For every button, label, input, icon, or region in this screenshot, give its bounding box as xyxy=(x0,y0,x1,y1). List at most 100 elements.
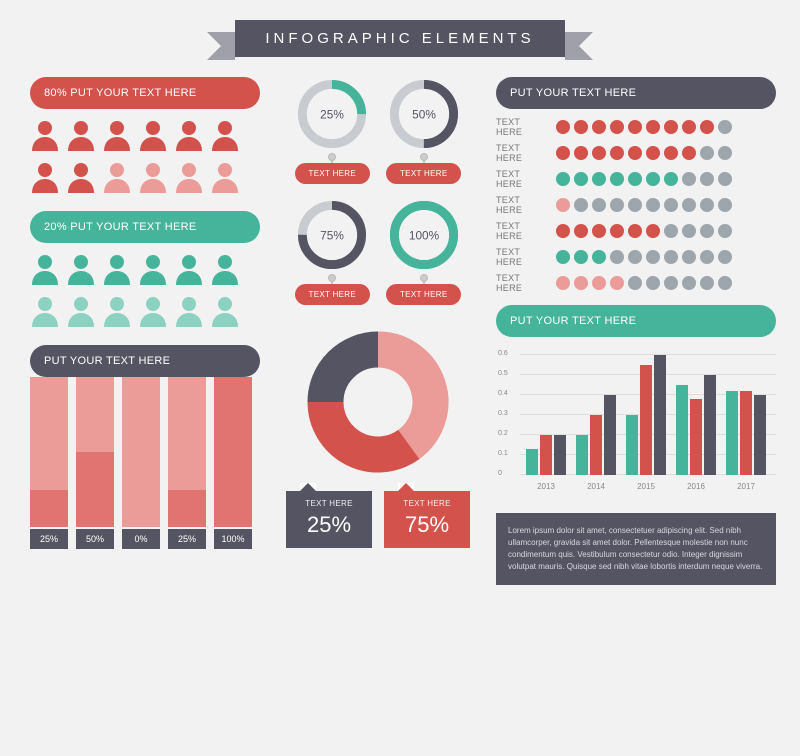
dot xyxy=(718,146,732,160)
dot xyxy=(574,198,588,212)
person-icon xyxy=(174,295,204,327)
dot xyxy=(574,172,588,186)
grouped-bar xyxy=(526,449,538,475)
dot-row: TEXT HERE xyxy=(496,247,776,267)
people-row xyxy=(30,119,260,151)
dot xyxy=(664,250,678,264)
people-row xyxy=(30,253,260,285)
person-icon xyxy=(102,253,132,285)
lorem-text: Lorem ipsum dolor sit amet, consectetuer… xyxy=(496,513,776,585)
dot xyxy=(700,224,714,238)
dot-row-label: TEXT HERE xyxy=(496,247,548,267)
col-center: 25% TEXT HERE 50% TEXT HERE 75% TEXT HER… xyxy=(278,77,478,585)
dot xyxy=(682,224,696,238)
dot xyxy=(682,172,696,186)
person-icon xyxy=(30,119,60,151)
dot xyxy=(718,250,732,264)
ring-button[interactable]: TEXT HERE xyxy=(386,163,461,184)
bar-label: 0% xyxy=(122,529,160,549)
progress-ring: 50% TEXT HERE xyxy=(386,77,461,184)
person-icon xyxy=(66,161,96,193)
person-icon xyxy=(210,295,240,327)
dot xyxy=(682,146,696,160)
person-icon xyxy=(174,253,204,285)
ring-button[interactable]: TEXT HERE xyxy=(386,284,461,305)
grouped-bar xyxy=(740,391,752,475)
person-icon xyxy=(138,253,168,285)
dot xyxy=(628,276,642,290)
person-icon xyxy=(102,119,132,151)
dot xyxy=(628,224,642,238)
dot xyxy=(646,276,660,290)
person-icon xyxy=(66,253,96,285)
person-icon xyxy=(138,161,168,193)
dot xyxy=(628,146,642,160)
dot xyxy=(628,172,642,186)
person-icon xyxy=(174,119,204,151)
dot xyxy=(628,250,642,264)
people-panel: 80% PUT YOUR TEXT HERE xyxy=(30,77,260,193)
dot-row: TEXT HERE xyxy=(496,143,776,163)
person-icon xyxy=(138,119,168,151)
bar-group xyxy=(676,375,716,475)
person-icon xyxy=(174,161,204,193)
dot xyxy=(718,198,732,212)
person-icon xyxy=(102,161,132,193)
dot xyxy=(556,120,570,134)
progress-ring: 25% TEXT HERE xyxy=(295,77,370,184)
dot xyxy=(718,224,732,238)
x-axis-label: 2013 xyxy=(526,482,566,491)
dot xyxy=(664,146,678,160)
bar: 0% xyxy=(122,377,160,549)
bar: 25% xyxy=(30,377,68,549)
person-icon xyxy=(210,253,240,285)
bar-group xyxy=(726,391,766,475)
grouped-bar xyxy=(576,435,588,475)
ring-button[interactable]: TEXT HERE xyxy=(295,163,370,184)
dot-row-label: TEXT HERE xyxy=(496,195,548,215)
bar-group xyxy=(526,435,566,475)
dot xyxy=(646,120,660,134)
grouped-bar xyxy=(604,395,616,475)
grouped-bar xyxy=(590,415,602,475)
dot xyxy=(700,120,714,134)
dot xyxy=(664,120,678,134)
x-axis-label: 2016 xyxy=(676,482,716,491)
dot xyxy=(610,172,624,186)
dot xyxy=(574,146,588,160)
donut-segment xyxy=(378,350,431,445)
dot xyxy=(682,120,696,134)
donut-panel: TEXT HERE25%TEXT HERE75% xyxy=(278,327,478,548)
dot xyxy=(574,250,588,264)
grouped-bars-header: PUT YOUR TEXT HERE xyxy=(496,305,776,337)
dot xyxy=(682,198,696,212)
title-banner: INFOGRAPHIC ELEMENTS xyxy=(30,20,770,57)
x-axis-label: 2017 xyxy=(726,482,766,491)
dot-row-label: TEXT HERE xyxy=(496,117,548,137)
dot-matrix: TEXT HERE TEXT HERE TEXT HERE TEXT HERE … xyxy=(496,117,776,293)
dot xyxy=(700,172,714,186)
bar: 100% xyxy=(214,377,252,549)
dot xyxy=(646,172,660,186)
dot xyxy=(574,276,588,290)
dot xyxy=(718,120,732,134)
people-panel-header: 80% PUT YOUR TEXT HERE xyxy=(30,77,260,109)
grouped-bar xyxy=(704,375,716,475)
grouped-bar xyxy=(726,391,738,475)
person-icon xyxy=(102,295,132,327)
dot xyxy=(610,198,624,212)
dot xyxy=(682,276,696,290)
dot xyxy=(592,198,606,212)
dot xyxy=(610,250,624,264)
ring-button[interactable]: TEXT HERE xyxy=(295,284,370,305)
person-icon xyxy=(66,295,96,327)
person-icon xyxy=(30,253,60,285)
svg-text:75%: 75% xyxy=(320,228,344,242)
col-left: 80% PUT YOUR TEXT HERE 20% PUT YOUR TEXT… xyxy=(30,77,260,585)
bar-label: 25% xyxy=(30,529,68,549)
dot xyxy=(592,224,606,238)
dot xyxy=(646,198,660,212)
dot xyxy=(592,172,606,186)
person-icon xyxy=(210,161,240,193)
grouped-bar xyxy=(654,355,666,475)
